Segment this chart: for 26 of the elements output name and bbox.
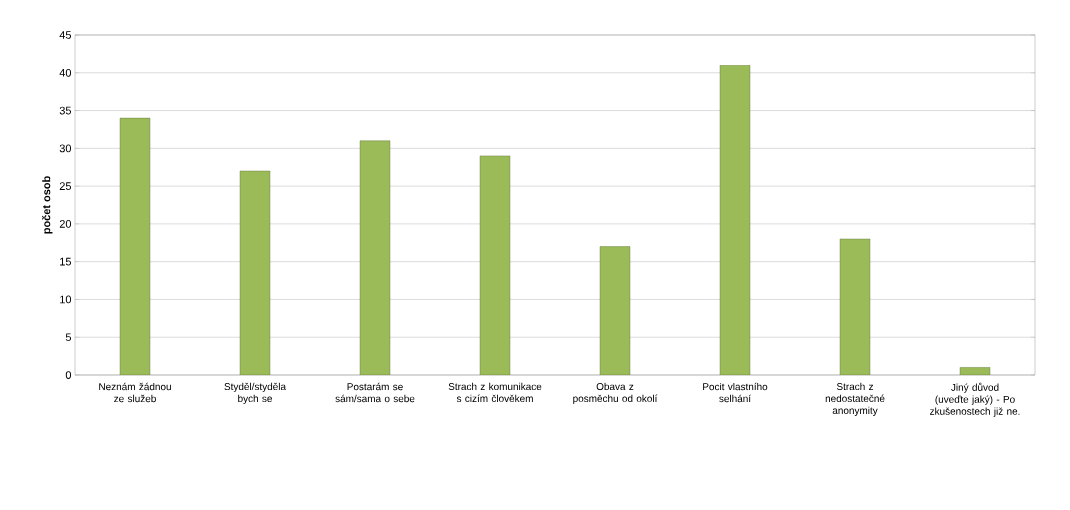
bar	[239, 170, 271, 375]
x-tick-label: Pocit vlastního selhání	[703, 382, 768, 403]
x-tick-label: Jiný důvod (uveďte jaký) - Po zkušenostech již ne.	[930, 382, 1020, 417]
x-tick-label: Obava z posměchu od okolí	[573, 382, 658, 405]
y-axis-title: počet osob	[42, 176, 53, 234]
x-tick-label: Strach z nedostatečné anonymity	[825, 382, 885, 416]
y-tick-label: 25	[59, 182, 72, 190]
bar	[479, 155, 511, 375]
bar	[839, 238, 871, 375]
bar	[719, 65, 751, 375]
y-tick-label: 20	[59, 220, 72, 228]
y-tick-label: 5	[65, 333, 72, 342]
x-tick-label: Postarám se sám/sama o sebe	[335, 382, 415, 403]
x-tick-label: Styděl/styděla bych se	[224, 382, 287, 405]
bar	[599, 246, 631, 375]
bar	[359, 140, 391, 375]
y-tick-label: 35	[59, 106, 72, 115]
bar	[119, 117, 151, 375]
y-tick-label: 45	[59, 31, 72, 39]
y-tick-label: 0	[65, 371, 72, 379]
y-tick-label: 30	[59, 144, 72, 153]
x-tick-label: Strach z komunikace s cizím člověkem	[448, 382, 542, 403]
x-tick-label: Neznám žádnou ze služeb	[99, 382, 171, 403]
y-tick-label: 10	[60, 295, 72, 304]
y-tick-label: 40	[59, 68, 72, 77]
y-tick-label: 15	[60, 257, 72, 266]
